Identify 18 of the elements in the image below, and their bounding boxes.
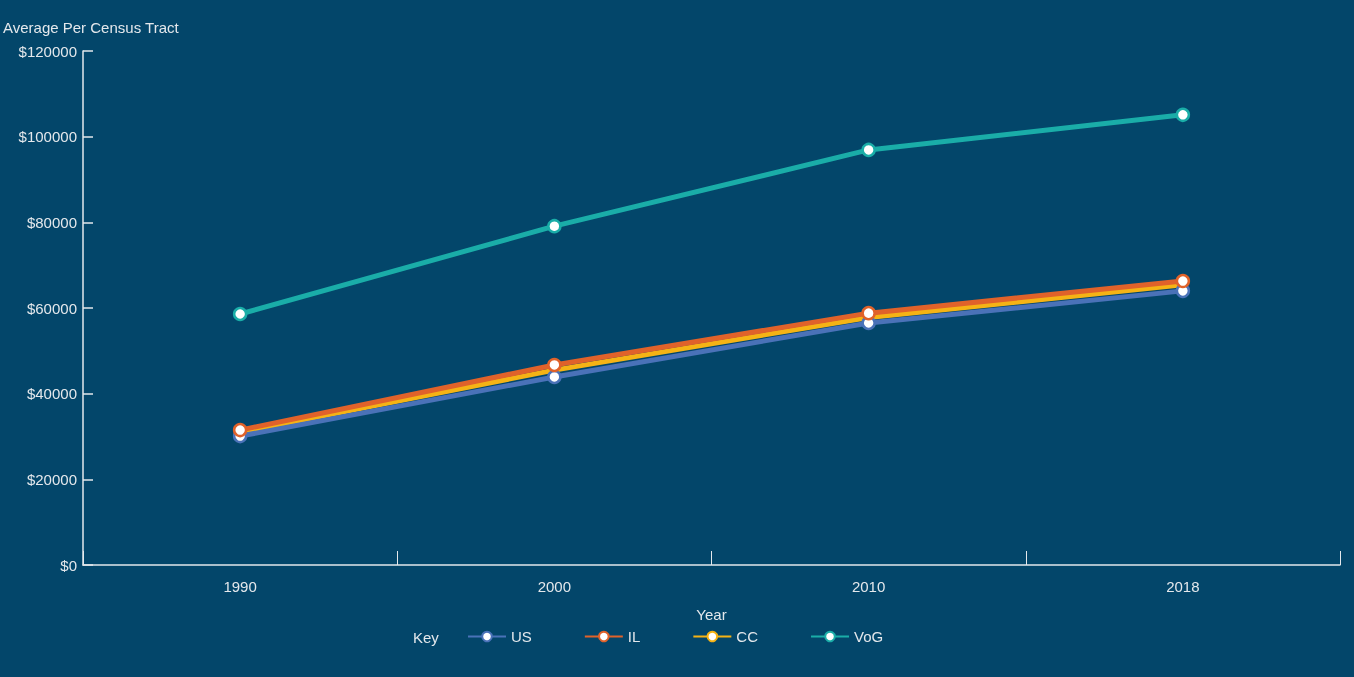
legend-label: US [511,628,532,645]
x-axis-title: Year [696,606,727,623]
legend-title: Key [413,629,440,646]
y-tick-label: $0 [60,556,77,574]
x-tick-label: 2000 [537,578,572,595]
y-tick-label: $60000 [26,299,77,317]
y-tick-label: $120000 [18,42,77,60]
x-tick-label: 2010 [851,578,886,595]
legend-label: CC [736,628,759,645]
y-tick-label: $100000 [18,128,77,146]
y-axis-title: Average Per Census Tract [3,19,180,36]
legend-label: IL [627,628,641,645]
legend-label: VoG [854,628,884,645]
y-tick-label: $20000 [26,470,77,488]
y-tick-label: $80000 [26,213,77,231]
x-tick-label: 1990 [223,578,257,595]
y-tick-label: $40000 [26,385,77,403]
x-tick-label: 2018 [1166,578,1200,595]
